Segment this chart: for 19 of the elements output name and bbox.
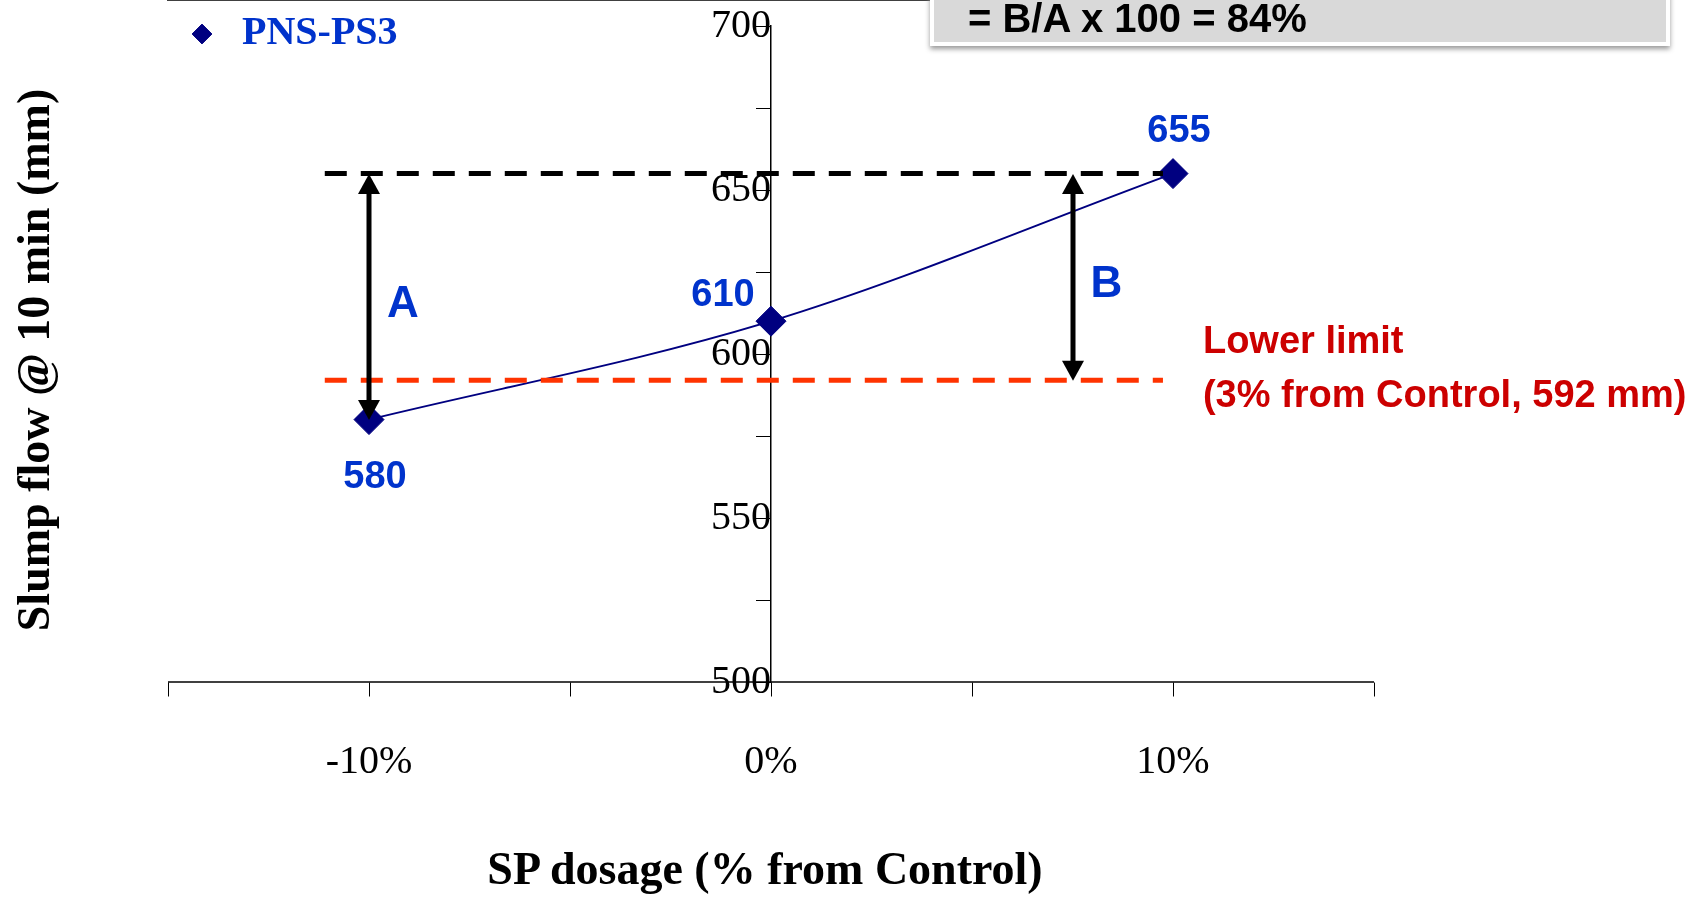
- legend-label: PNS-PS3: [242, 8, 398, 54]
- y-axis-title: Slump flow @ 10 min (mm): [6, 88, 60, 632]
- x-tick-label: 0%: [744, 736, 798, 782]
- point: [1157, 158, 1189, 190]
- point: [755, 305, 787, 337]
- y-tick-label: 600: [711, 328, 771, 374]
- y-tick-label: 700: [711, 0, 771, 46]
- annotation: = B/A x 100 = 84%: [968, 0, 1307, 40]
- ref-line-label: Lower limit (3% from Control, 592 mm): [1202, 318, 1687, 415]
- data-label: 655: [1147, 108, 1211, 151]
- y-tick-label: 550: [711, 492, 771, 538]
- x-axis-title: SP dosage (% from Control): [486, 842, 1044, 895]
- data-label: 580: [343, 454, 407, 497]
- x-tick-label: 10%: [1136, 736, 1210, 782]
- y-tick-label: 650: [711, 164, 771, 210]
- data-label: 610: [691, 271, 755, 314]
- annotation: A: [387, 276, 419, 326]
- x-tick-label: -10%: [325, 736, 413, 782]
- annotation: B: [1090, 257, 1123, 307]
